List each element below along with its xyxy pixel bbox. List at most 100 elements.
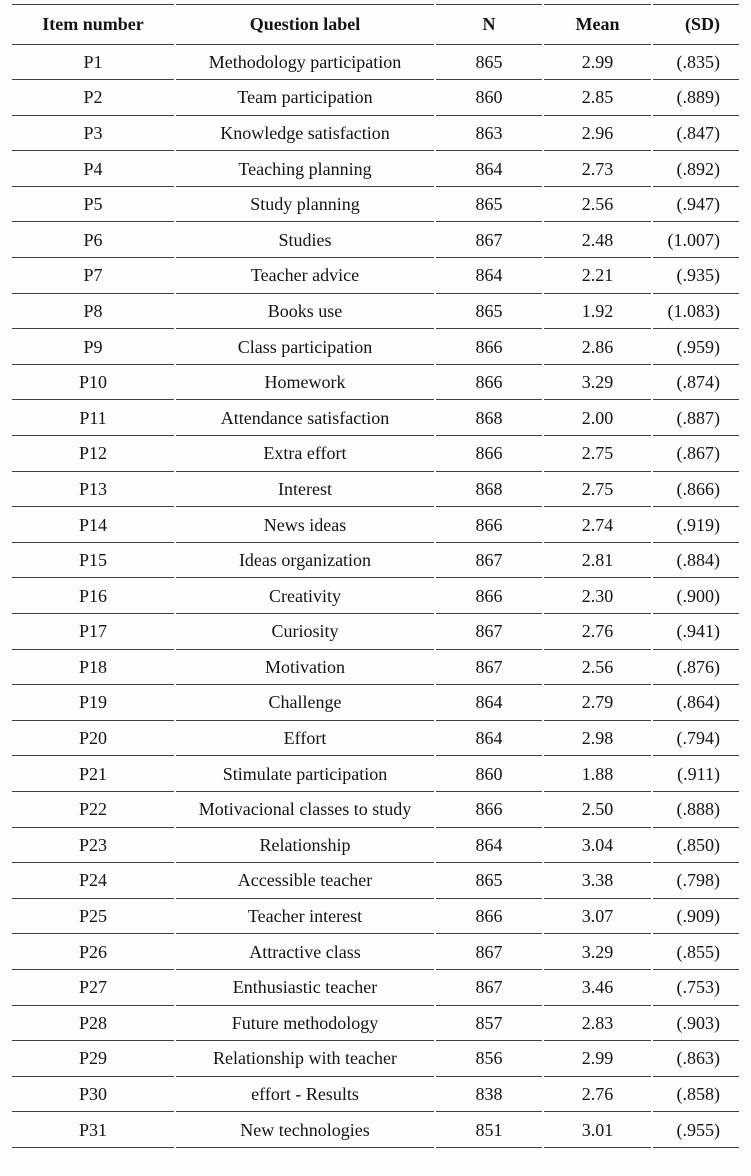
item-number-cell: P29 <box>12 1041 174 1077</box>
statistics-table: Item number Question label N Mean (SD) P… <box>10 4 741 1148</box>
mean-cell: 2.83 <box>544 1006 651 1042</box>
table-row: P25 Teacher interest 866 3.07 (.909) <box>12 899 739 935</box>
mean-cell: 2.56 <box>544 650 651 686</box>
table-row: P17 Curiosity 867 2.76 (.941) <box>12 614 739 650</box>
table-row: P16 Creativity 866 2.30 (.900) <box>12 578 739 614</box>
sd-cell: (.959) <box>653 329 739 365</box>
item-number-cell: P21 <box>12 756 174 792</box>
mean-cell: 3.01 <box>544 1112 651 1148</box>
question-label-cell: Knowledge satisfaction <box>176 116 434 152</box>
mean-cell: 3.46 <box>544 970 651 1006</box>
table-row: P2 Team participation 860 2.85 (.889) <box>12 80 739 116</box>
sd-cell: (.941) <box>653 614 739 650</box>
sd-cell: (.753) <box>653 970 739 1006</box>
n-cell: 866 <box>436 899 542 935</box>
item-number-cell: P12 <box>12 436 174 472</box>
n-cell: 865 <box>436 45 542 81</box>
column-header-mean: Mean <box>544 4 651 45</box>
sd-cell: (.850) <box>653 828 739 864</box>
n-cell: 864 <box>436 258 542 294</box>
mean-cell: 2.73 <box>544 151 651 187</box>
table-row: P4 Teaching planning 864 2.73 (.892) <box>12 151 739 187</box>
n-cell: 860 <box>436 756 542 792</box>
question-label-cell: Methodology participation <box>176 45 434 81</box>
n-cell: 864 <box>436 828 542 864</box>
question-label-cell: Extra effort <box>176 436 434 472</box>
mean-cell: 3.38 <box>544 863 651 899</box>
table-row: P29 Relationship with teacher 856 2.99 (.863… <box>12 1041 739 1077</box>
question-label-cell: Attractive class <box>176 934 434 970</box>
sd-cell: (.935) <box>653 258 739 294</box>
question-label-cell: Teacher interest <box>176 899 434 935</box>
question-label-cell: Study planning <box>176 187 434 223</box>
item-number-cell: P26 <box>12 934 174 970</box>
mean-cell: 3.04 <box>544 828 651 864</box>
table-row: P1 Methodology participation 865 2.99 (.835) <box>12 45 739 81</box>
sd-cell: (.835) <box>653 45 739 81</box>
item-number-cell: P7 <box>12 258 174 294</box>
mean-cell: 2.50 <box>544 792 651 828</box>
table-row: P30 effort - Results 838 2.76 (.858) <box>12 1077 739 1113</box>
item-number-cell: P6 <box>12 222 174 259</box>
item-number-cell: P9 <box>12 329 174 365</box>
table-row: P13 Interest 868 2.75 (.866) <box>12 472 739 508</box>
n-cell: 868 <box>436 400 542 437</box>
item-number-cell: P30 <box>12 1077 174 1113</box>
item-number-cell: P18 <box>12 650 174 686</box>
table-row: P3 Knowledge satisfaction 863 2.96 (.847) <box>12 116 739 152</box>
item-number-cell: P17 <box>12 614 174 650</box>
header-row: Item number Question label N Mean (SD) <box>12 4 739 45</box>
item-number-cell: P20 <box>12 721 174 757</box>
table-row: P10 Homework 866 3.29 (.874) <box>12 365 739 401</box>
sd-cell: (.794) <box>653 721 739 757</box>
question-label-cell: Team participation <box>176 80 434 116</box>
n-cell: 865 <box>436 863 542 899</box>
n-cell: 866 <box>436 792 542 828</box>
table-row: P26 Attractive class 867 3.29 (.855) <box>12 934 739 970</box>
n-cell: 864 <box>436 151 542 187</box>
sd-cell: (.864) <box>653 685 739 721</box>
mean-cell: 2.86 <box>544 329 651 365</box>
sd-cell: (1.007) <box>653 222 739 259</box>
question-label-cell: Books use <box>176 294 434 330</box>
item-number-cell: P2 <box>12 80 174 116</box>
mean-cell: 2.21 <box>544 258 651 294</box>
sd-cell: (.876) <box>653 650 739 686</box>
sd-cell: (.855) <box>653 934 739 970</box>
column-header-item-number: Item number <box>12 4 174 45</box>
question-label-cell: Future methodology <box>176 1006 434 1042</box>
sd-cell: (.911) <box>653 756 739 792</box>
mean-cell: 2.99 <box>544 45 651 81</box>
n-cell: 857 <box>436 1006 542 1042</box>
table-row: P20 Effort 864 2.98 (.794) <box>12 721 739 757</box>
sd-cell: (.867) <box>653 436 739 472</box>
sd-cell: (.947) <box>653 187 739 223</box>
table-row: P12 Extra effort 866 2.75 (.867) <box>12 436 739 472</box>
table-row: P22 Motivacional classes to study 866 2.50(… <box>12 792 739 828</box>
table-row: P11 Attendance satisfaction 868 2.00 (.887) <box>12 400 739 437</box>
mean-cell: 2.56 <box>544 187 651 223</box>
mean-cell: 2.81 <box>544 543 651 579</box>
table-row: P31 New technologies 851 3.01 (.955) <box>12 1112 739 1148</box>
question-label-cell: Attendance satisfaction <box>176 400 434 437</box>
table-row: P27 Enthusiastic teacher 867 3.46 (.753) <box>12 970 739 1006</box>
question-label-cell: Relationship <box>176 828 434 864</box>
sd-cell: (.892) <box>653 151 739 187</box>
sd-cell: (.874) <box>653 365 739 401</box>
mean-cell: 3.07 <box>544 899 651 935</box>
table-row: P18 Motivation 867 2.56 (.876) <box>12 650 739 686</box>
question-label-cell: Ideas organization <box>176 543 434 579</box>
n-cell: 863 <box>436 116 542 152</box>
n-cell: 867 <box>436 970 542 1006</box>
column-header-n: N <box>436 4 542 45</box>
mean-cell: 1.88 <box>544 756 651 792</box>
item-number-cell: P13 <box>12 472 174 508</box>
table-row: P21 Stimulate participation 860 1.88 (.911) <box>12 756 739 792</box>
item-number-cell: P16 <box>12 578 174 614</box>
sd-cell: (.888) <box>653 792 739 828</box>
sd-cell: (.903) <box>653 1006 739 1042</box>
item-number-cell: P5 <box>12 187 174 223</box>
column-header-sd: (SD) <box>653 4 739 45</box>
table-row: P15 Ideas organization 867 2.81 (.884) <box>12 543 739 579</box>
question-label-cell: effort - Results <box>176 1077 434 1113</box>
